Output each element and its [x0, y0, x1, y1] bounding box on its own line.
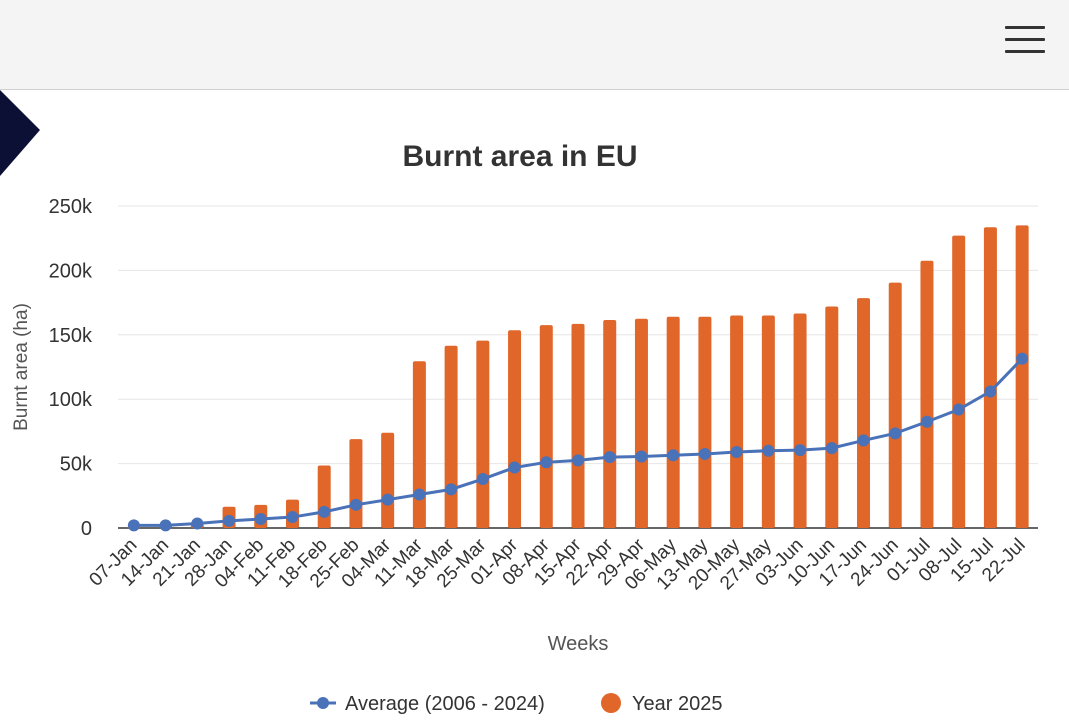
point-average	[920, 415, 933, 428]
point-average	[413, 488, 426, 501]
bar-year-2025	[888, 282, 902, 528]
point-average	[318, 505, 331, 518]
top-bar	[0, 0, 1069, 90]
bar-year-2025	[983, 227, 997, 528]
x-axis-label: Weeks	[548, 633, 609, 655]
bar-year-2025	[634, 318, 648, 528]
bar-year-2025	[730, 315, 744, 528]
bar-year-2025	[857, 298, 871, 528]
y-tick-label: 50k	[60, 454, 93, 476]
hamburger-menu-icon[interactable]	[1005, 26, 1045, 56]
legend-2025-marker	[601, 693, 621, 713]
point-average	[1016, 352, 1029, 365]
point-average	[730, 446, 743, 459]
bar-year-2025	[317, 465, 331, 528]
point-average	[381, 493, 394, 506]
legend-2025-label: Year 2025	[632, 693, 722, 715]
y-tick-label: 100k	[49, 389, 93, 411]
bar-year-2025	[571, 323, 585, 528]
bar-year-2025	[444, 345, 458, 528]
point-average	[984, 385, 997, 398]
legend-average-label: Average (2006 - 2024)	[345, 693, 545, 715]
bar-year-2025	[508, 330, 522, 528]
bar-year-2025	[381, 432, 395, 528]
point-average	[508, 461, 521, 474]
y-tick-label: 250k	[49, 196, 93, 218]
bar-year-2025	[952, 235, 966, 528]
point-average	[445, 483, 458, 496]
burnt-area-chart: Burnt area in EU 0 50k 100k 150k 200k 250k Burn…	[11, 140, 1038, 715]
bar-year-2025	[698, 316, 712, 528]
point-average	[191, 517, 204, 530]
point-average	[889, 427, 902, 440]
point-average	[667, 449, 680, 462]
chart-title: Burnt area in EU	[402, 140, 637, 173]
point-average	[825, 442, 838, 455]
bar-year-2025	[761, 315, 775, 528]
y-axis-label: Burnt area (ha)	[11, 303, 32, 431]
point-average	[223, 514, 236, 527]
bar-year-2025	[539, 325, 553, 528]
point-average	[698, 447, 711, 460]
point-average	[952, 403, 965, 416]
bar-year-2025	[603, 319, 617, 528]
bar-year-2025	[793, 313, 807, 528]
point-average	[476, 473, 489, 486]
point-average	[603, 451, 616, 464]
y-tick-label: 150k	[49, 325, 93, 347]
point-average	[127, 519, 140, 532]
point-average	[857, 434, 870, 447]
y-tick-label: 200k	[49, 260, 93, 282]
bar-year-2025	[825, 306, 839, 528]
y-tick-label: 0	[81, 518, 92, 540]
point-average	[254, 512, 267, 525]
point-average	[635, 450, 648, 463]
point-average	[349, 498, 362, 511]
bar-year-2025	[412, 361, 426, 528]
point-average	[762, 444, 775, 457]
point-average	[572, 454, 584, 467]
bar-year-2025	[666, 316, 680, 528]
bar-year-2025	[920, 260, 934, 528]
bar-year-2025	[349, 439, 363, 528]
side-nav-arrow-icon[interactable]	[0, 90, 42, 176]
bar-year-2025	[476, 340, 490, 528]
point-average	[286, 511, 299, 524]
legend-average-marker	[317, 697, 329, 709]
point-average	[159, 519, 172, 532]
point-average	[794, 444, 807, 457]
bar-year-2025	[1015, 225, 1029, 528]
point-average	[540, 456, 553, 469]
